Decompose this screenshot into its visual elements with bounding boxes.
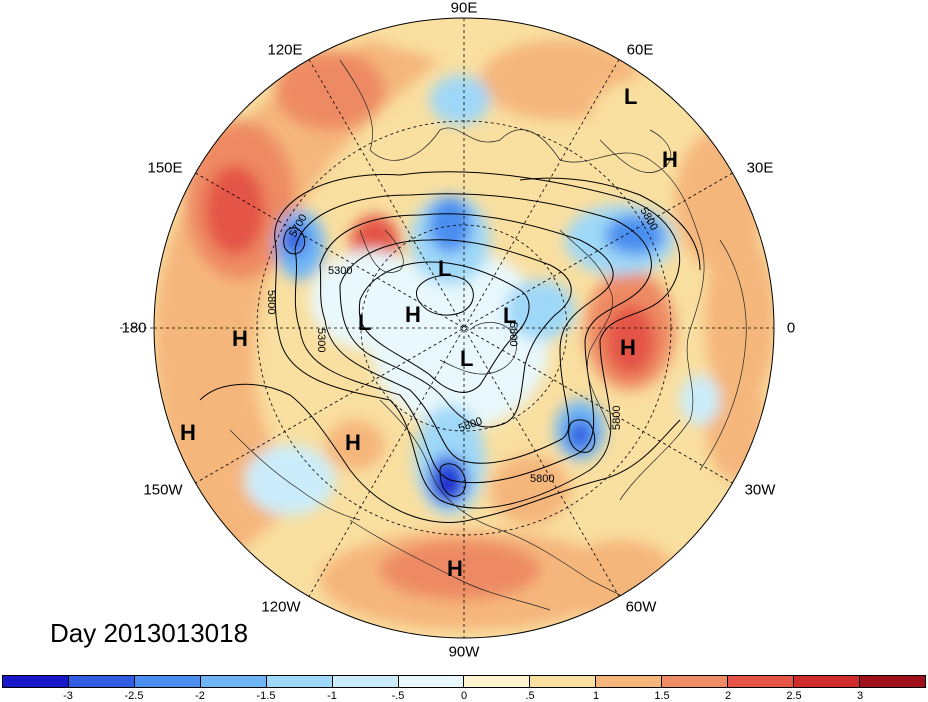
high-center: H (447, 556, 463, 581)
colorbar-swatch (398, 676, 465, 687)
colorbar-tick-label: 2.5 (786, 690, 802, 702)
colorbar-tick-label: -.5 (391, 690, 405, 702)
contour-label: 5800 (265, 290, 277, 314)
colorbar-swatch (134, 676, 201, 687)
colorbar-swatch (859, 676, 925, 687)
colorbar-tick-label: -1 (327, 690, 337, 702)
colorbar-tick-label: 3 (856, 690, 864, 702)
colorbar-tick-label: -3 (63, 690, 73, 702)
lon-label-150w: 150W (143, 481, 183, 499)
colorbar-tick-label: 1.5 (654, 690, 670, 702)
low-center: L (460, 346, 473, 371)
lon-label-0: 0 (786, 319, 796, 337)
colorbar-tick-label: -1.5 (256, 690, 276, 702)
high-center: H (180, 420, 196, 445)
colorbar-swatch (728, 676, 795, 687)
low-center: L (358, 310, 371, 335)
colorbar-tick-label: -2.5 (124, 690, 144, 702)
lon-label-60w: 60W (625, 598, 657, 616)
colorbar-swatch (68, 676, 135, 687)
lon-label-180: 180 (121, 319, 147, 337)
colorbar-swatch (464, 676, 531, 687)
lon-label-30e: 30E (746, 159, 774, 177)
pressure-centers: H H H H H H H L L L L L (180, 84, 678, 581)
contour-label: 5800 (530, 473, 554, 485)
colorbar-swatch (530, 676, 597, 687)
low-center: L (503, 303, 516, 328)
lon-label-90e: 90E (450, 0, 478, 17)
geopotential-contours (199, 171, 701, 524)
contour-label: 5800 (507, 322, 519, 346)
anomaly-field: 5700 5300 5800 5300 5800 5800 5800 5800 … (154, 18, 774, 638)
colorbar-swatch (200, 676, 267, 687)
lon-label-120e: 120E (267, 41, 303, 59)
colorbar-tick-label: .5 (525, 690, 535, 702)
high-center: H (620, 335, 636, 360)
lon-label-60e: 60E (626, 41, 654, 59)
colorbar-tick-label: 2 (724, 690, 732, 702)
low-center: L (624, 84, 637, 109)
colorbar (2, 675, 926, 688)
high-center: H (405, 302, 421, 327)
contour-label: 5800 (611, 406, 623, 430)
map-boundary (153, 17, 775, 639)
colorbar-tick-label: 1 (592, 690, 600, 702)
high-center: H (232, 326, 248, 351)
contour-label: 5300 (315, 328, 327, 352)
lon-label-90w: 90W (448, 643, 480, 661)
lon-label-30w: 30W (744, 481, 776, 499)
lon-label-120w: 120W (261, 598, 301, 616)
colorbar-swatch (3, 676, 69, 687)
contour-label: 5300 (328, 265, 352, 277)
coastlines (229, 59, 747, 611)
colorbar-swatch (266, 676, 333, 687)
colorbar-swatch (794, 676, 860, 687)
colorbar-tick-label: 0 (460, 690, 468, 702)
lon-label-150e: 150E (147, 159, 183, 177)
low-center: L (438, 256, 451, 281)
high-center: H (662, 147, 678, 172)
colorbar-swatch (662, 676, 729, 687)
high-center: H (345, 430, 361, 455)
colorbar-swatch (596, 676, 663, 687)
colorbar-swatch (332, 676, 399, 687)
graticule (154, 18, 774, 638)
colorbar-tick-label: -2 (195, 690, 205, 702)
map-title: Day 2013013018 (50, 618, 249, 648)
